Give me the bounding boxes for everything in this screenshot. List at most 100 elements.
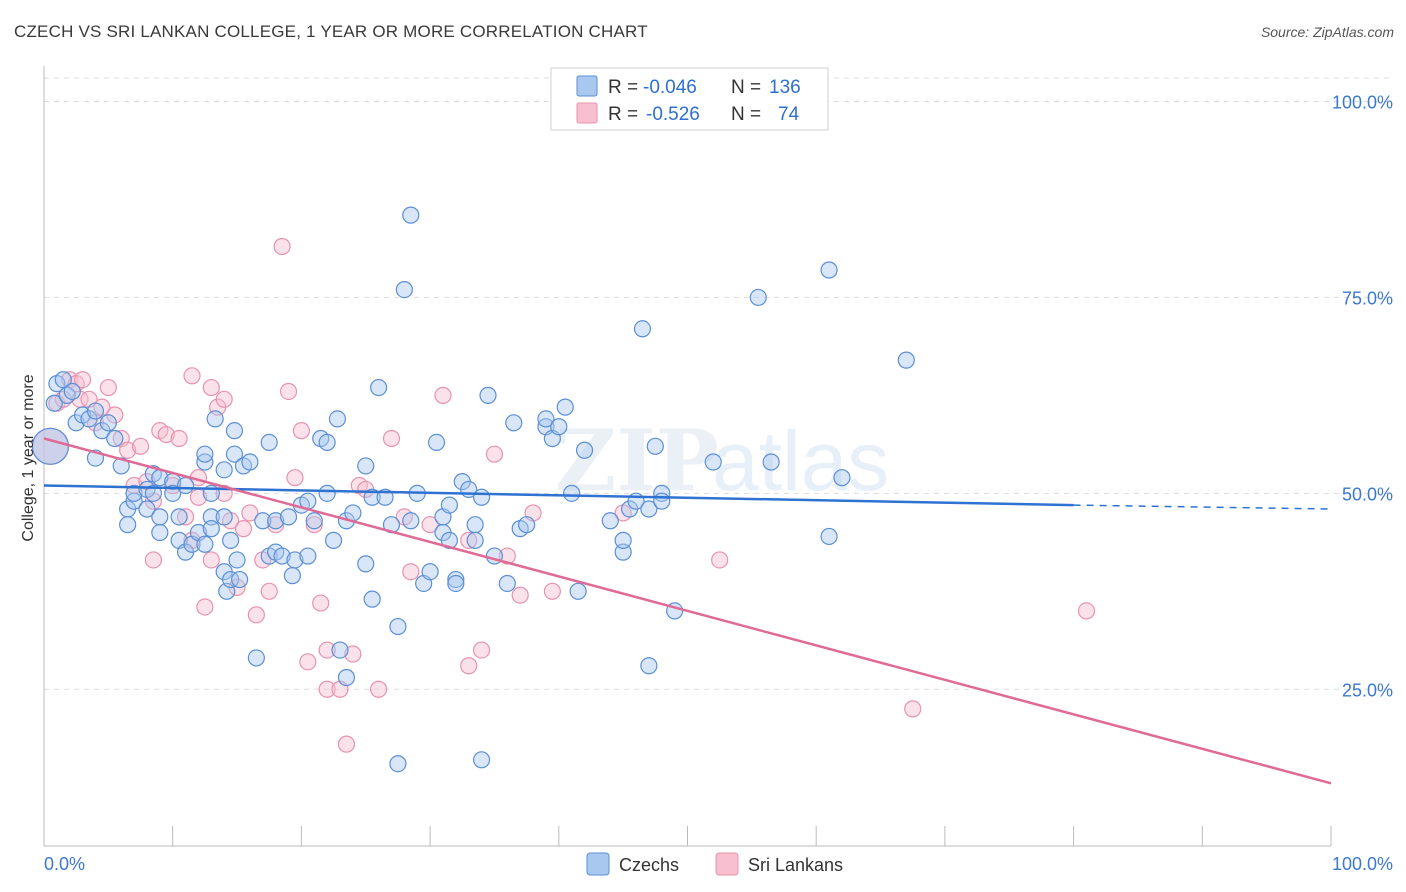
srilanka-point (337, 735, 356, 753)
czech-point (402, 512, 420, 530)
srilanka-point (131, 437, 150, 455)
czech-point (518, 516, 536, 534)
czech-point (273, 547, 291, 565)
czech-point (31, 427, 70, 465)
srilanka-point (267, 516, 285, 534)
srilanka-point (279, 382, 298, 401)
srilanka-point (144, 551, 162, 569)
tick-labels: 25.0% 50.0% 75.0% 100.0% 0.0% 100.0% (44, 93, 1393, 874)
legend-label-srilankans: Sri Lankans (748, 855, 843, 875)
srilanka-point (305, 516, 323, 534)
srilanka-point (472, 641, 491, 659)
czech-point (505, 414, 523, 432)
srilanka-point (299, 653, 317, 671)
y-tick-label: 100.0% (1332, 93, 1393, 113)
czech-point (704, 453, 722, 471)
czech-point (640, 657, 658, 675)
srilanka-point (202, 378, 220, 397)
y-axis-label: College, 1 year or more (20, 374, 37, 541)
srilanka-point (74, 371, 92, 389)
legend-swatch-czechs (586, 852, 610, 876)
x-tick-label: 0.0% (44, 854, 85, 874)
czech-point (225, 445, 244, 463)
czech-point (421, 563, 439, 581)
srilanka-trend-line (43, 437, 1332, 785)
czech-point (144, 484, 162, 502)
srilanka-point (247, 606, 265, 624)
czech-point (151, 523, 169, 542)
srilanka-point (215, 390, 233, 408)
czech-point (170, 508, 188, 526)
legend-label-czechs: Czechs (619, 855, 679, 875)
srilanka-point (170, 429, 188, 448)
czech-point (640, 500, 658, 518)
trend-lines (43, 437, 1332, 785)
czech-point (357, 555, 375, 573)
czech-point (254, 512, 272, 530)
czech-point (260, 433, 278, 452)
czech-point (472, 488, 491, 506)
czech-trend-extension (1073, 504, 1332, 510)
czech-point (299, 547, 317, 565)
srilanka-point (904, 700, 922, 718)
srilanka-point (286, 469, 304, 487)
srilanka-point (318, 680, 336, 698)
czech-point (569, 582, 587, 600)
czech-point (575, 441, 594, 459)
srilanka-point (498, 547, 516, 565)
czech-point (63, 382, 81, 401)
czech-point (202, 508, 220, 526)
srilanka-point (402, 563, 420, 581)
czech-point (225, 422, 244, 440)
srilanka-point (196, 598, 214, 616)
czech-point (283, 567, 301, 585)
srilanka-point (202, 551, 220, 569)
czech-point (176, 476, 195, 495)
czech-point (138, 500, 156, 518)
x-tick-label: 100.0% (1332, 854, 1393, 874)
legend-swatch-srilanka (576, 102, 598, 124)
czech-point (222, 570, 240, 589)
czech-point (389, 617, 407, 636)
czech-point (820, 527, 838, 546)
legend-r-label-srilanka: R = (608, 104, 638, 125)
czech-point (479, 386, 497, 404)
czech-point (305, 512, 323, 530)
stats-legend: R = -0.046 N = 136 R = -0.526 N = 74 (550, 67, 829, 131)
czech-point (653, 492, 671, 510)
czech-point (206, 410, 224, 428)
czech-point (151, 508, 169, 526)
czech-point (550, 418, 568, 436)
srilanka-point (434, 386, 452, 404)
czech-point (440, 496, 459, 514)
srilanka-point (382, 429, 401, 448)
gridlines (44, 77, 1392, 690)
legend-n-value-czech: 136 (769, 77, 801, 98)
czech-point (286, 551, 304, 569)
srilanka-point (260, 582, 278, 600)
czech-point (331, 641, 349, 659)
czech-point (318, 484, 336, 502)
y-tick-label: 50.0% (1342, 484, 1393, 504)
legend-r-value-czech: -0.046 (643, 77, 697, 98)
srilanka-point (273, 237, 291, 256)
srilanka-point (344, 645, 362, 663)
czech-point (119, 516, 137, 534)
legend-r-value-srilanka: -0.526 (646, 104, 700, 125)
legend-n-label-srilanka: N = (731, 104, 761, 125)
czech-point (402, 206, 420, 224)
czech-point (125, 484, 143, 502)
czech-point (267, 512, 285, 530)
czech-point (324, 531, 343, 549)
srilanka-point (460, 531, 478, 549)
czech-point (389, 755, 407, 773)
srilanka-point (543, 582, 561, 600)
czech-point (99, 414, 117, 432)
srilanka-point (312, 594, 330, 612)
chart-title: CZECH VS SRI LANKAN COLLEGE, 1 YEAR OR M… (14, 22, 648, 41)
czech-point (196, 445, 214, 463)
czech-point (897, 351, 915, 369)
czech-point (633, 320, 652, 338)
srilanka-point (183, 367, 201, 385)
